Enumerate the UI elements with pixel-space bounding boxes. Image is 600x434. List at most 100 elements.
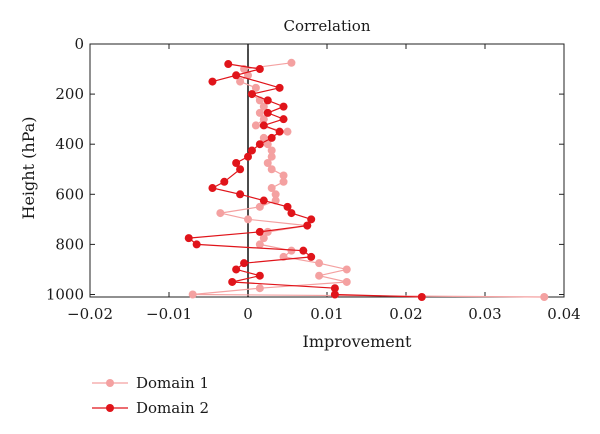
x-tick-label: 0 [243,305,253,323]
data-point-domain-1 [251,83,260,92]
data-point-domain-2 [236,190,245,199]
legend-marker-domain-1 [106,379,114,387]
y-tick-label: 600 [55,185,84,203]
data-point-domain-1 [540,293,549,301]
data-point-domain-1 [263,227,272,236]
x-tick-label: 0.02 [389,305,422,323]
data-point-domain-2 [244,152,252,161]
data-point-domain-1 [267,184,276,193]
data-point-domain-2 [330,290,339,299]
data-point-domain-2 [247,146,256,155]
data-point-domain-2 [224,60,233,69]
data-point-domain-2 [279,102,288,111]
x-tick-label: 0.01 [310,305,343,323]
y-tick-label: 1000 [46,285,84,303]
data-point-domain-1 [236,77,245,86]
data-point-domain-1 [259,115,268,124]
x-tick-label: −0.02 [67,305,113,323]
legend-item-domain-2: Domain 2 [92,399,209,417]
data-point-domain-1 [271,190,280,199]
data-point-domain-2 [287,209,296,218]
legend-label-domain-2: Domain 2 [136,399,209,417]
data-point-domain-2 [247,90,256,99]
chart-title: Correlation [284,17,371,35]
data-point-domain-2 [255,271,264,280]
series-domain-2 [184,60,426,301]
y-axis-label: Height (hPa) [19,117,38,220]
data-point-domain-2 [192,240,201,249]
data-point-domain-1 [255,108,264,117]
data-point-domain-1 [255,202,264,211]
y-tick-label: 200 [55,85,84,103]
data-point-domain-1 [216,209,225,218]
data-point-domain-1 [315,259,324,268]
data-point-domain-1 [279,171,288,180]
data-point-domain-1 [267,165,276,174]
data-point-domain-2 [263,108,272,117]
data-point-domain-1 [287,58,296,67]
x-tick-label: 0.04 [547,305,580,323]
y-tick-label: 400 [55,135,84,153]
data-point-domain-1 [279,177,288,186]
x-tick-label: −0.01 [146,305,192,323]
y-axis-ticks: 0 200 400 600 800 1000 [46,35,564,303]
data-point-domain-1 [315,271,324,280]
legend-item-domain-1: Domain 1 [92,374,209,392]
data-point-domain-2 [255,140,264,149]
legend-label-domain-1: Domain 1 [136,374,209,392]
data-point-domain-2 [236,165,245,174]
data-point-domain-2 [330,284,339,293]
data-point-domain-2 [279,115,288,124]
x-axis-label: Improvement [303,332,412,351]
data-point-domain-1 [255,240,264,249]
data-point-domain-2 [299,246,308,255]
data-point-domain-2 [307,252,316,261]
data-point-domain-2 [184,234,193,243]
data-point-domain-2 [232,158,241,167]
data-point-domain-2 [220,177,229,186]
x-axis-ticks: −0.02 −0.01 0 0.01 0.02 0.03 0.04 [67,44,581,323]
data-point-domain-1 [263,140,272,149]
data-point-domain-1 [255,284,264,293]
y-tick-label: 0 [74,35,84,53]
data-point-domain-2 [263,96,272,105]
plot-area [89,43,565,298]
data-point-domain-2 [275,127,284,136]
plot-frame [89,43,565,298]
data-point-domain-1 [244,215,252,224]
data-point-domain-1 [342,277,351,286]
data-point-domain-2 [255,227,264,236]
data-point-domain-1 [188,290,197,299]
data-point-domain-2 [275,83,284,92]
data-point-domain-2 [232,71,241,80]
data-point-domain-2 [255,65,264,74]
series-layer [184,58,549,301]
data-point-domain-1 [251,121,260,130]
legend-marker-domain-2 [106,404,114,412]
data-point-domain-1 [259,102,268,111]
legend: Domain 1 Domain 2 [92,374,209,417]
data-point-domain-1 [259,234,268,243]
data-point-domain-2 [208,184,217,193]
data-point-domain-1 [263,158,272,167]
data-point-domain-2 [259,121,268,130]
data-point-domain-2 [307,215,316,224]
y-tick-label: 800 [55,235,84,253]
data-point-domain-2 [417,293,426,301]
data-point-domain-1 [267,152,276,161]
data-point-domain-2 [240,259,249,268]
data-point-domain-2 [303,221,312,230]
data-point-domain-2 [208,77,217,86]
data-point-domain-1 [342,265,351,274]
data-point-domain-2 [267,133,276,142]
x-tick-label: 0.03 [468,305,501,323]
data-point-domain-1 [267,146,276,155]
data-point-domain-2 [228,277,237,286]
data-point-domain-1 [259,133,268,142]
data-point-domain-1 [283,127,292,136]
data-point-domain-1 [287,246,296,255]
data-point-domain-2 [259,196,268,205]
data-point-domain-2 [232,265,241,274]
data-point-domain-2 [283,202,292,211]
